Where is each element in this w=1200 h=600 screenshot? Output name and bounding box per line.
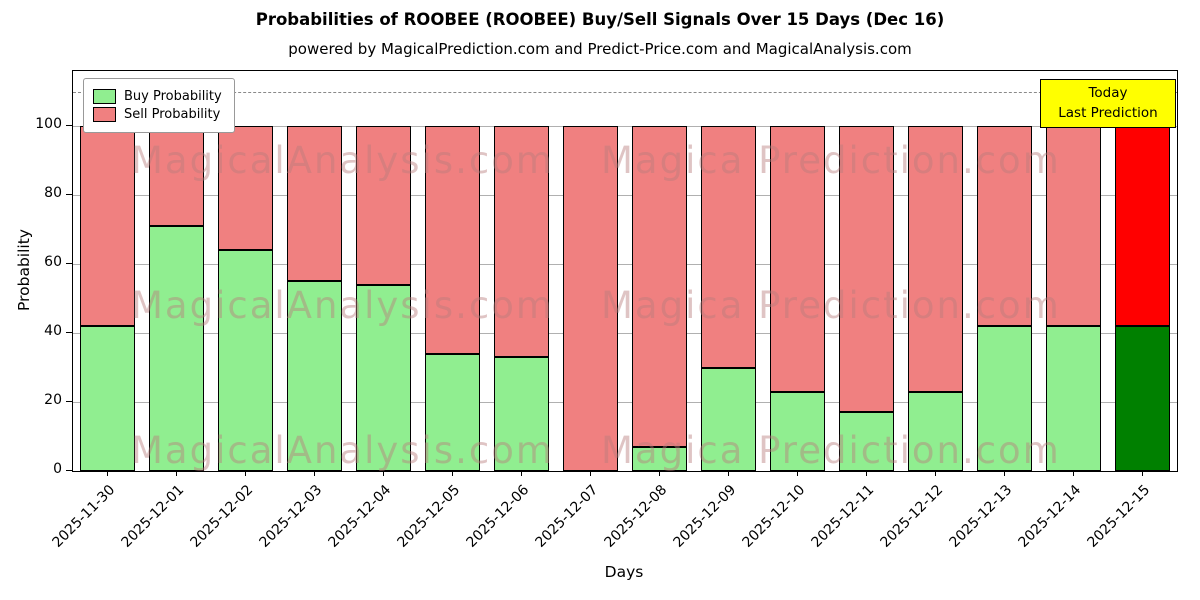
y-tick-label: 100 [35,116,62,133]
bar-buy-2025-12-01 [148,226,205,471]
bar-buy-2025-12-06 [493,357,550,471]
y-tick-label: 40 [44,323,62,340]
buy-swatch-icon [93,89,116,104]
x-tick-mark [1003,471,1005,476]
y-tick-mark [66,470,72,471]
x-tick-mark [244,471,246,476]
bar-sell-2025-12-04 [355,126,412,285]
bar-sell-2025-12-10 [769,126,826,392]
x-tick-mark [520,471,522,476]
y-tick-label: 60 [44,254,62,271]
bar-buy-2025-12-09 [700,367,757,471]
chart-subtitle: powered by MagicalPrediction.com and Pre… [288,40,912,58]
bar-buy-2025-12-10 [769,391,826,471]
bar-sell-2025-12-03 [286,126,343,282]
y-tick-mark [66,332,72,334]
plot-area: Buy Probability Sell Probability Magical… [72,70,1178,472]
x-tick-mark [382,471,384,476]
x-tick-mark [796,471,798,476]
bar-buy-2025-12-04 [355,284,412,471]
gridline-80 [73,195,1177,197]
bar-sell-2025-12-12 [907,126,964,392]
legend-sell-label: Sell Probability [124,107,221,122]
x-tick-mark [934,471,936,476]
bar-buy-2025-12-03 [286,281,343,471]
bar-buy-2025-12-11 [838,412,895,471]
bar-buy-2025-11-30 [79,326,136,471]
bar-buy-2025-12-08 [631,446,688,471]
y-tick-label: 20 [44,392,62,409]
today-line1: Today [1088,85,1128,101]
x-tick-mark [658,471,660,476]
legend-entry-buy: Buy Probability [93,89,222,104]
y-tick-label: 80 [44,185,62,202]
x-tick-mark [589,471,591,476]
gridline-40 [73,333,1177,335]
legend-entry-sell: Sell Probability [93,107,222,122]
bar-sell-2025-11-30 [79,126,136,327]
bar-sell-2025-12-13 [976,126,1033,327]
legend-buy-label: Buy Probability [124,89,222,104]
bar-buy-2025-12-15 [1114,326,1171,471]
gridline-60 [73,264,1177,266]
dashed-reference-line [73,91,1177,93]
sell-swatch-icon [93,107,116,122]
bar-sell-2025-12-09 [700,126,757,368]
bar-sell-2025-12-08 [631,126,688,447]
bar-sell-2025-12-15 [1114,126,1171,327]
gridline-20 [73,402,1177,404]
bar-sell-2025-12-11 [838,126,895,413]
y-tick-label: 0 [53,461,62,477]
y-tick-mark [66,401,72,403]
x-tick-mark [1072,471,1074,476]
bar-buy-2025-12-13 [976,326,1033,471]
x-tick-mark [175,471,177,476]
today-line2: Last Prediction [1058,104,1158,121]
bar-sell-2025-12-06 [493,126,550,358]
x-tick-mark [865,471,867,476]
bar-sell-2025-12-05 [424,126,481,354]
bar-sell-2025-12-07 [562,126,619,471]
x-axis-label: Days [604,563,644,581]
chart-title: Probabilities of ROOBEE (ROOBEE) Buy/Sel… [255,10,945,29]
bar-buy-2025-12-12 [907,391,964,471]
y-tick-mark [66,263,72,265]
x-tick-mark [727,471,729,476]
y-tick-mark [66,194,72,196]
bar-buy-2025-12-05 [424,353,481,471]
y-tick-mark [66,125,72,127]
bar-sell-2025-12-02 [217,126,274,251]
bar-buy-2025-12-02 [217,250,274,471]
bar-sell-2025-12-14 [1045,126,1102,327]
legend: Buy Probability Sell Probability [83,78,235,133]
x-tick-mark [106,471,108,476]
x-tick-mark [1141,471,1143,476]
today-annotation: Today Last Prediction [1040,79,1176,129]
x-tick-mark [451,471,453,476]
x-tick-mark [313,471,315,476]
bar-buy-2025-12-14 [1045,326,1102,471]
gridline-100 [73,126,1177,128]
bar-sell-2025-12-01 [148,126,205,227]
